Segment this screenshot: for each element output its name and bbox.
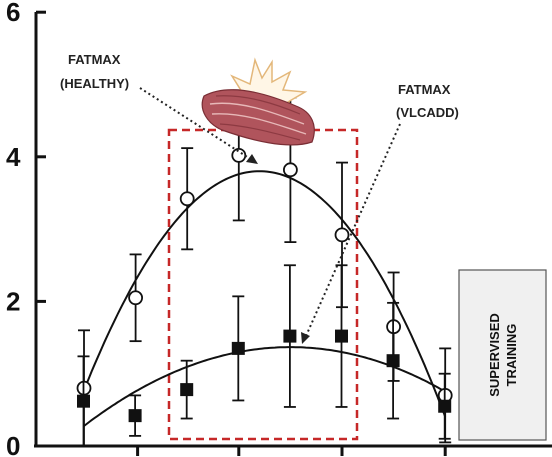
supervised-training-label-line2: TRAINING <box>504 324 519 387</box>
data-point-circle <box>179 191 195 207</box>
data-point-square <box>180 383 194 397</box>
fit-curve-healthy <box>83 170 447 418</box>
y-tick-label: 6 <box>6 0 20 27</box>
data-marks <box>76 89 453 447</box>
data-point-circle <box>231 147 247 163</box>
annotation-healthy-line1: FATMAX <box>68 52 121 67</box>
supervised-training-label-line1: SUPERVISED <box>487 313 502 397</box>
muscle-fiber-icon <box>201 89 315 146</box>
data-point-square <box>335 329 348 343</box>
annotation-vlcadd-arrow <box>305 123 401 337</box>
data-point-circle <box>128 290 144 306</box>
data-point-square <box>128 409 142 423</box>
data-point-square <box>231 341 245 355</box>
y-tick-label: 4 <box>6 142 21 172</box>
axis-ticks: 0 2 4 6 <box>6 0 447 457</box>
annotation-vlcadd-line1: FATMAX <box>398 82 451 97</box>
y-tick-label: 2 <box>6 286 20 316</box>
annotation-healthy-arrow <box>139 87 253 161</box>
supervised-training-box <box>458 269 547 441</box>
data-point-square <box>283 329 297 343</box>
annotation-vlcadd-line2: (VLCADD) <box>396 105 459 120</box>
data-point-circle <box>334 227 350 243</box>
data-point-square <box>438 399 452 413</box>
annotation-vlcadd-arrowhead <box>301 332 310 344</box>
data-point-square <box>386 354 400 368</box>
y-tick-label: 0 <box>6 431 20 457</box>
annotation-healthy-line2: (HEALTHY) <box>60 76 129 91</box>
data-point-circle <box>282 162 298 178</box>
annotation-healthy-arrowhead <box>246 154 258 164</box>
fit-curve-vlcadd <box>83 346 446 427</box>
data-point-square <box>77 394 90 408</box>
